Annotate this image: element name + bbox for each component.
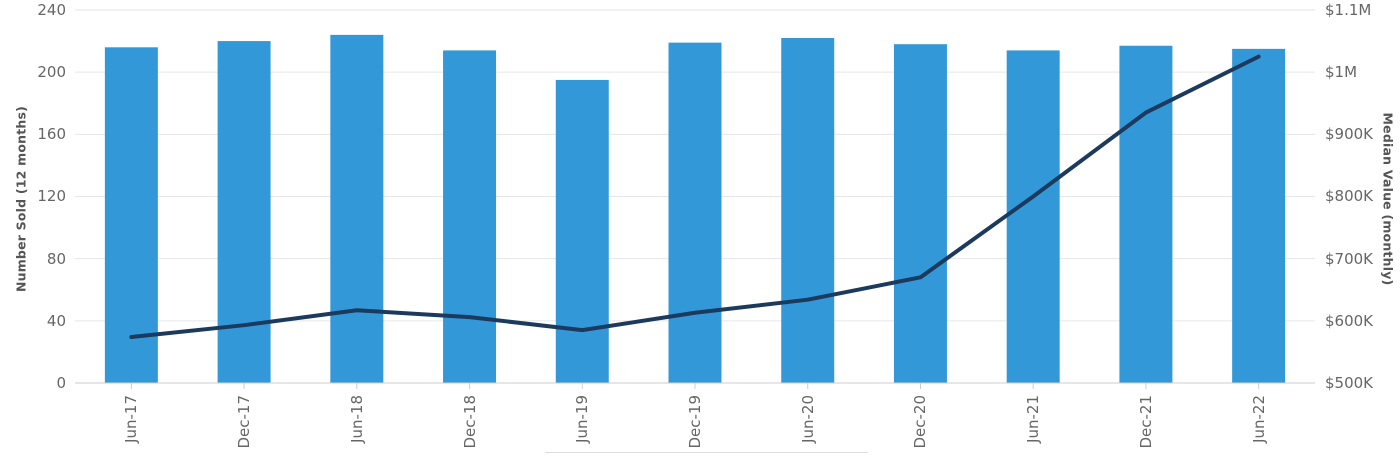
bar-Jun-21[interactable]: [1006, 50, 1060, 384]
bar-Dec-17[interactable]: [217, 41, 271, 383]
bar-Jun-17[interactable]: [104, 47, 158, 384]
cropped-element-top-border: [545, 452, 868, 453]
right-axis-tick-label: $500K: [1325, 374, 1374, 392]
bar-Dec-18[interactable]: [443, 50, 497, 384]
bar-Jun-18[interactable]: [330, 34, 384, 383]
left-axis-tick-label: 80: [46, 250, 66, 268]
bar-Dec-20[interactable]: [893, 44, 947, 384]
right-axis-tick-label: $1.1M: [1325, 1, 1372, 19]
right-axis-tick-label: $1M: [1325, 63, 1358, 81]
right-axis-tick-label: $900K: [1325, 125, 1374, 143]
bar-Jun-19[interactable]: [555, 79, 609, 383]
right-axis-tick-label: $700K: [1325, 250, 1374, 268]
right-axis-tick-label: $800K: [1325, 187, 1374, 205]
left-axis-tick-label: 120: [37, 187, 66, 205]
left-axis-tick-label: 200: [37, 63, 66, 81]
left-axis-tick-label: 40: [46, 312, 66, 330]
bar-Dec-19[interactable]: [668, 42, 722, 383]
right-axis-tick-label: $600K: [1325, 312, 1374, 330]
left-axis-tick-label: 160: [37, 125, 66, 143]
bar-Jun-20[interactable]: [781, 37, 835, 383]
left-axis-tick-label: 0: [56, 374, 66, 392]
median-value-line[interactable]: [129, 54, 1261, 339]
bar-Dec-21[interactable]: [1119, 45, 1173, 383]
bar-Jun-22[interactable]: [1232, 48, 1286, 384]
left-axis-tick-label: 240: [37, 1, 66, 19]
